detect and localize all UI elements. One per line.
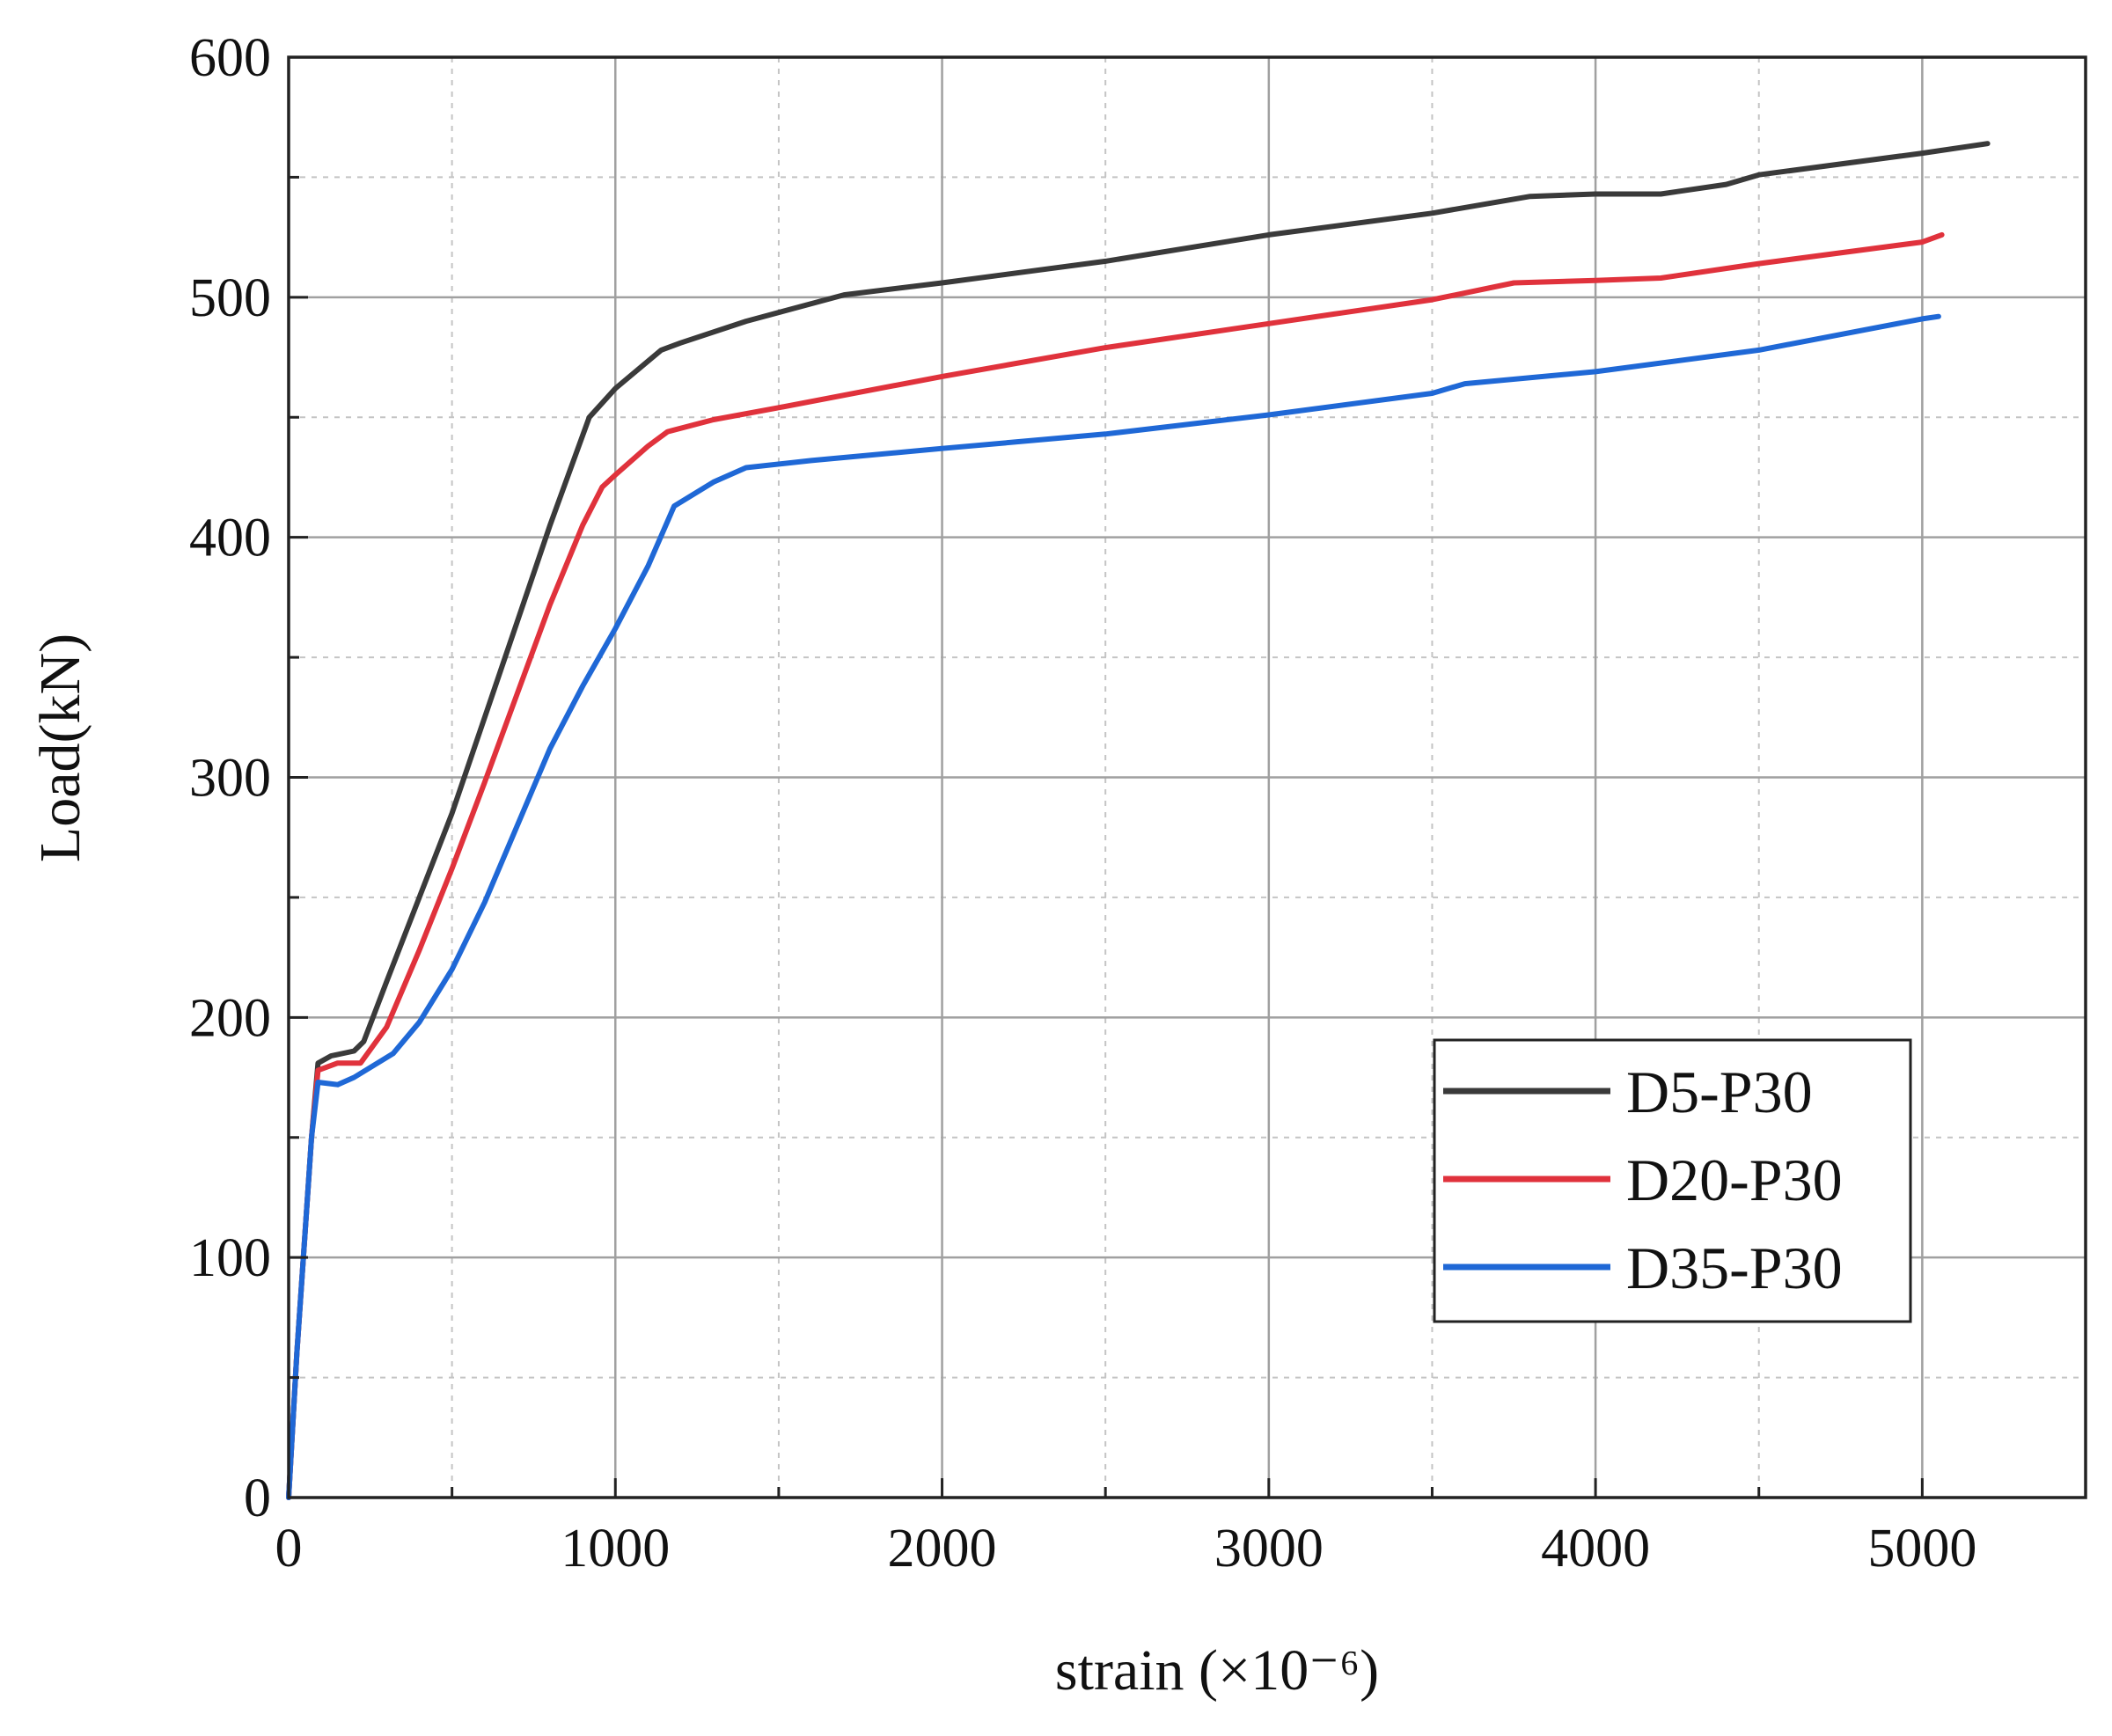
y-tick-label: 600 [189, 28, 271, 88]
y-tick-label: 300 [189, 749, 271, 809]
series-line-d5-p30 [286, 141, 1991, 1500]
y-tick-label: 100 [189, 1228, 271, 1288]
legend-label-d35-p30: D35-P30 [1626, 1234, 1843, 1301]
x-axis-title: strain (×10⁻⁶) [1055, 1638, 1379, 1703]
y-tick-label: 400 [189, 509, 271, 568]
legend-label-d20-p30: D20-P30 [1626, 1146, 1843, 1213]
legend-label-d5-p30: D5-P30 [1626, 1058, 1813, 1125]
series-line-d35-p30 [286, 313, 1941, 1500]
y-tick-label: 0 [244, 1469, 271, 1528]
tick-labels: 0 1000 2000 3000 4000 5000 0 100 200 300 400 500 600 [189, 28, 1976, 1579]
series-line-d20-p30 [286, 231, 1945, 1500]
series-layer [286, 141, 1991, 1500]
x-tick-label: 5000 [1867, 1519, 1976, 1579]
x-tick-label: 2000 [888, 1519, 997, 1579]
y-axis-title: Load(kN) [28, 634, 92, 862]
y-tick-label: 200 [189, 988, 271, 1048]
x-tick-label: 3000 [1214, 1519, 1324, 1579]
x-tick-label: 0 [275, 1519, 303, 1579]
x-tick-label: 1000 [561, 1519, 670, 1579]
grid [289, 57, 2086, 1498]
y-tick-label: 500 [189, 268, 271, 328]
x-tick-label: 4000 [1541, 1519, 1650, 1579]
legend: D5-P30 D20-P30 D35-P30 [1433, 1038, 1912, 1323]
axis-ticks [287, 55, 1924, 1499]
